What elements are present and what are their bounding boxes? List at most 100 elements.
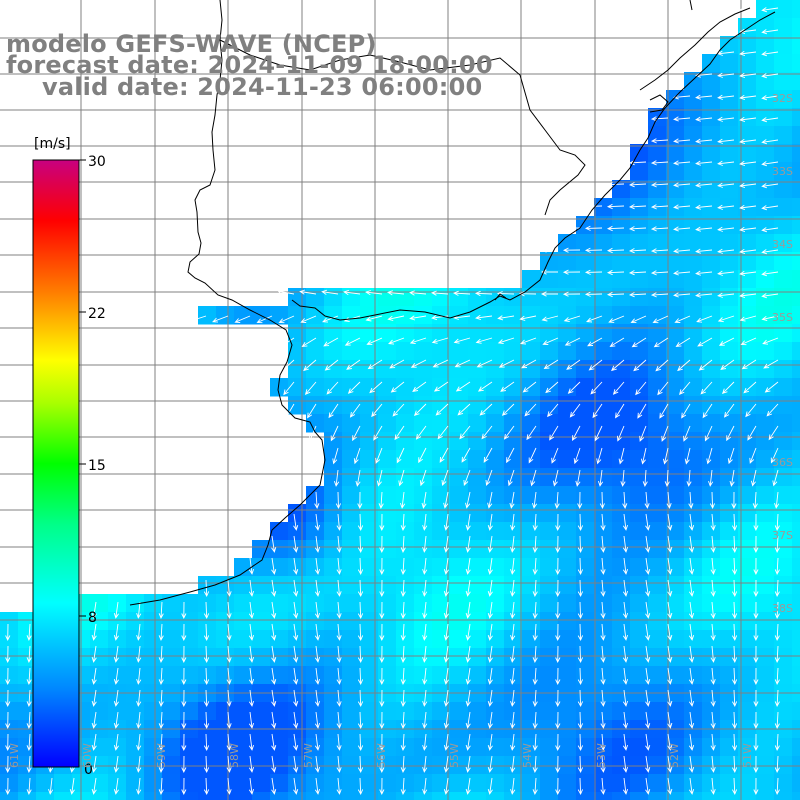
wind-arrow [590,381,603,395]
field-cell [270,540,289,559]
wind-arrow [622,733,629,751]
field-cell [378,702,397,721]
field-cell [558,648,577,667]
wind-arrow [433,381,449,392]
wind-arrow [622,557,629,575]
field-cell [684,756,703,775]
wind-arrow [379,579,385,598]
wind-arrow [555,777,561,796]
wind-arrow [271,667,277,685]
wind-arrow [336,645,342,663]
field-cell [792,198,800,217]
wind-arrow [443,579,449,597]
wind-arrow [753,711,759,730]
wind-arrow [510,755,516,773]
field-cell [342,630,361,649]
field-cell [126,738,145,757]
field-cell [378,558,397,577]
wind-arrow [615,403,625,419]
field-cell [36,774,55,793]
wind-arrow [181,689,187,708]
field-cell [540,558,559,577]
field-cell [702,378,721,397]
wind-arrow [532,601,538,620]
field-cell [684,288,703,307]
field-cell [504,540,523,559]
field-cell [468,378,487,397]
wind-arrow [640,447,647,465]
wind-arrow [443,755,449,773]
wind-arrow [158,623,164,642]
wind-arrow [562,247,581,253]
field-cell [756,522,775,541]
field-cell [144,702,163,721]
field-cell [216,306,235,325]
wind-arrow [600,579,606,597]
field-cell [648,486,667,505]
wind-arrow [487,535,493,553]
wind-arrow [113,645,119,663]
field-cell [630,216,649,235]
wind-arrow [573,447,581,465]
field-cell [126,756,145,775]
wind-arrow [695,160,713,166]
wind-arrow [91,711,97,729]
wind-arrow [189,315,207,323]
wind-arrow [400,689,406,708]
wind-arrow [717,94,735,100]
wind-arrow [352,425,361,442]
wind-arrow [667,513,673,531]
wind-arrow [761,117,779,123]
field-cell [594,522,613,541]
field-cell [666,792,685,800]
wind-arrow [226,777,232,795]
field-cell [378,648,397,667]
wind-arrow [400,513,406,532]
field-cell [612,288,631,307]
field-cell [774,630,793,649]
field-cell [306,486,325,505]
field-cell [774,162,793,181]
wind-arrow [375,447,383,464]
wind-arrow [379,623,385,642]
wind-arrow [379,667,385,686]
field-cell [486,648,505,667]
field-cell [342,666,361,685]
field-cell [0,702,19,721]
field-cell [540,342,559,361]
field-cell [684,270,703,289]
wind-arrow [26,689,32,708]
wind-arrow [181,623,187,642]
field-cell [234,558,253,577]
field-cell [612,306,631,325]
lat-label: 37S [772,529,793,542]
wind-arrow [532,667,538,686]
field-cell [666,486,685,505]
wind-arrow [5,755,11,774]
wind-arrow [203,601,210,620]
field-cell [774,126,793,145]
wind-arrow [357,667,364,686]
field-cell [540,324,559,343]
field-cell [432,630,451,649]
wind-arrow [357,579,364,598]
wind-arrow [650,204,669,210]
wind-arrow [271,601,277,619]
wind-arrow [455,381,471,392]
wind-arrow [541,315,559,322]
wind-arrow [600,557,606,575]
field-cell [774,252,793,271]
field-cell [666,450,685,469]
wind-arrow [379,733,385,752]
field-cell [720,756,739,775]
field-cell [720,504,739,523]
wind-arrow [657,381,669,396]
wind-arrow [555,623,561,642]
wind-arrow [761,315,779,321]
wind-arrow [379,601,385,620]
wind-arrow [314,755,321,773]
field-cell [792,54,800,73]
field-cell [630,450,649,469]
wind-arrow [465,777,471,795]
field-cell [108,702,127,721]
